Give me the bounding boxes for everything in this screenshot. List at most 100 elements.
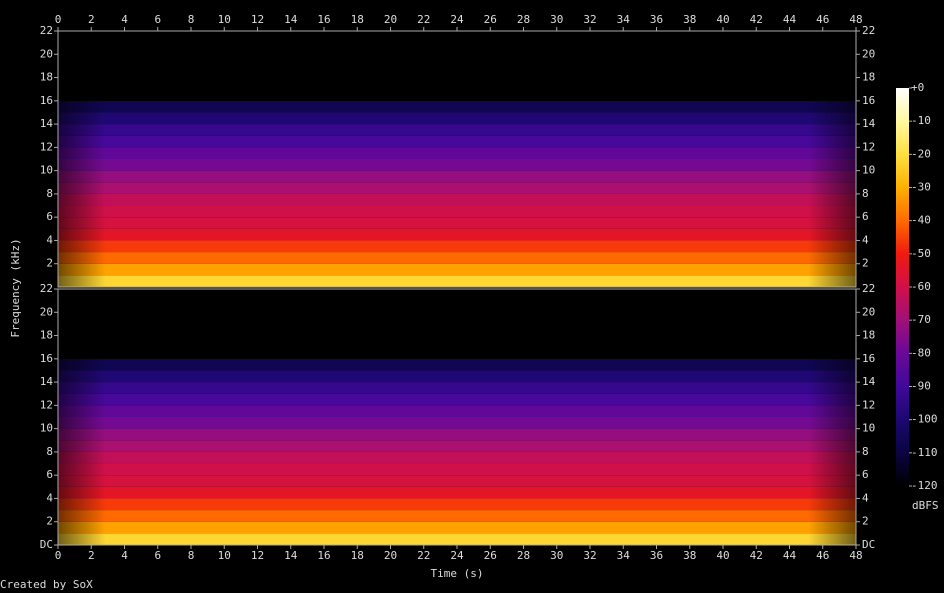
x-tick-label: 20: [384, 549, 397, 562]
y-tick-label-right: 6: [862, 210, 869, 223]
y-tick-label-right: 22: [862, 282, 875, 295]
x-tick-label-top: 26: [484, 13, 497, 26]
y-tick-label-right: 10: [862, 164, 875, 177]
colorbar-label: dBFS: [912, 499, 939, 512]
y-tick-label: 10: [40, 164, 53, 177]
y-tick-label: 6: [46, 468, 53, 481]
x-tick-label-top: 38: [683, 13, 696, 26]
x-tick-label-top: 18: [351, 13, 364, 26]
y-tick-label: 22: [40, 24, 53, 37]
colorbar-tick-label: -20: [911, 147, 931, 160]
y-tick-label-right: 10: [862, 422, 875, 435]
x-tick-label: 24: [450, 549, 464, 562]
y-tick-label: 8: [46, 187, 53, 200]
x-tick-label: 18: [351, 549, 364, 562]
x-tick-label-top: 4: [121, 13, 128, 26]
x-tick-label: 12: [251, 549, 264, 562]
x-tick-label-top: 42: [750, 13, 763, 26]
x-tick-label: 10: [218, 549, 231, 562]
y-tick-label: 14: [40, 117, 54, 130]
colorbar-tick-label: -70: [911, 313, 931, 326]
y-tick-label: 10: [40, 422, 53, 435]
y-tick-label-right: 20: [862, 47, 875, 60]
x-tick-label: 42: [750, 549, 763, 562]
x-tick-label: 38: [683, 549, 696, 562]
x-tick-label: 16: [317, 549, 330, 562]
x-tick-label-top: 22: [417, 13, 430, 26]
x-tick-label: 46: [816, 549, 829, 562]
colorbar-tick-label: -50: [911, 247, 931, 260]
colorbar-tick-label: -80: [911, 346, 931, 359]
x-tick-label: 28: [517, 549, 530, 562]
y-tick-label: 16: [40, 94, 53, 107]
x-tick-label-top: 48: [849, 13, 862, 26]
x-tick-label: 6: [154, 549, 161, 562]
colorbar-tick-label: -110: [911, 446, 938, 459]
x-tick-label-top: 6: [154, 13, 161, 26]
x-axis-label: Time (s): [431, 567, 484, 580]
y-tick-label-right: 14: [862, 117, 876, 130]
colorbar-tick-label: -100: [911, 413, 938, 426]
x-tick-label-top: 28: [517, 13, 530, 26]
y-tick-label-right: 18: [862, 71, 875, 84]
y-tick-label: 12: [40, 140, 53, 153]
x-tick-label: 2: [88, 549, 95, 562]
colorbar-tick-label: +0: [911, 81, 924, 94]
x-tick-label: 4: [121, 549, 128, 562]
y-tick-label-right: 2: [862, 257, 869, 270]
x-tick-label: 14: [284, 549, 298, 562]
y-tick-label-right: 16: [862, 94, 875, 107]
y-tick-label-right: 6: [862, 468, 869, 481]
x-tick-label-top: 32: [583, 13, 596, 26]
y-tick-label-right: 22: [862, 24, 875, 37]
x-tick-label-top: 14: [284, 13, 298, 26]
y-tick-label: DC: [40, 538, 53, 551]
y-tick-label: 20: [40, 47, 53, 60]
x-tick-label: 8: [188, 549, 195, 562]
y-tick-label-right: 18: [862, 329, 875, 342]
y-axis-label: Frequency (kHz): [9, 238, 22, 337]
x-tick-label: 26: [484, 549, 497, 562]
x-tick-label-top: 34: [617, 13, 631, 26]
colorbar-tick-label: -60: [911, 280, 931, 293]
x-tick-label: 0: [55, 549, 62, 562]
y-tick-label: 2: [46, 257, 53, 270]
y-tick-label: 4: [46, 491, 53, 504]
y-tick-label: 8: [46, 445, 53, 458]
y-tick-label: 18: [40, 329, 53, 342]
y-tick-label-right: 2: [862, 515, 869, 528]
x-tick-label: 22: [417, 549, 430, 562]
x-tick-label: 34: [617, 549, 631, 562]
x-tick-label-top: 16: [317, 13, 330, 26]
y-tick-label: 6: [46, 210, 53, 223]
x-tick-label-top: 0: [55, 13, 62, 26]
x-tick-label-top: 12: [251, 13, 264, 26]
y-tick-label: 12: [40, 398, 53, 411]
y-tick-label: 22: [40, 282, 53, 295]
y-tick-label-right: 12: [862, 140, 875, 153]
y-tick-label: 16: [40, 352, 53, 365]
y-tick-label-right: DC: [862, 538, 875, 551]
x-tick-label-top: 24: [450, 13, 464, 26]
y-tick-label-right: 8: [862, 187, 869, 200]
x-tick-label-top: 2: [88, 13, 95, 26]
edge-fade: [58, 31, 856, 287]
y-tick-label: 14: [40, 375, 54, 388]
x-tick-label: 32: [583, 549, 596, 562]
x-tick-label-top: 44: [783, 13, 797, 26]
x-tick-label: 40: [716, 549, 729, 562]
x-tick-label-top: 10: [218, 13, 231, 26]
x-tick-label-top: 46: [816, 13, 829, 26]
x-tick-label: 36: [650, 549, 663, 562]
y-tick-label-right: 4: [862, 233, 869, 246]
y-tick-label-right: 16: [862, 352, 875, 365]
x-tick-label-top: 8: [188, 13, 195, 26]
colorbar-tick-label: -40: [911, 214, 931, 227]
x-tick-label-top: 20: [384, 13, 397, 26]
x-tick-label: 30: [550, 549, 563, 562]
edge-fade: [58, 289, 856, 545]
y-tick-label-right: 14: [862, 375, 876, 388]
x-tick-label: 48: [849, 549, 862, 562]
y-tick-label-right: 4: [862, 491, 869, 504]
